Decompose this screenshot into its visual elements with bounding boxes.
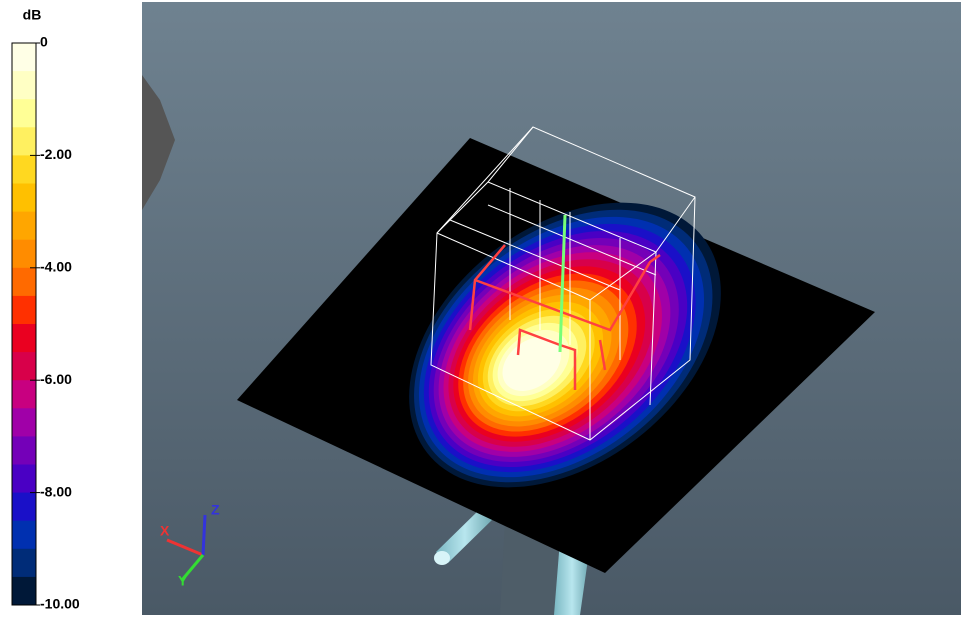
color-band bbox=[12, 436, 36, 465]
color-band bbox=[12, 408, 36, 437]
cylinder bbox=[436, 507, 494, 563]
tick-label: -2.00 bbox=[40, 146, 72, 162]
color-band bbox=[12, 464, 36, 494]
color-band bbox=[12, 324, 36, 353]
color-band bbox=[12, 380, 36, 409]
wireframe bbox=[430, 126, 696, 441]
unit-label: dB bbox=[23, 7, 42, 23]
object bbox=[142, 75, 175, 210]
color-band bbox=[11, 42, 37, 606]
axis-triad: X Z Y bbox=[160, 502, 220, 589]
color-band bbox=[12, 295, 36, 325]
color-band bbox=[12, 71, 36, 100]
tick-label: -8.00 bbox=[40, 483, 72, 499]
colorbar: 0 -2.00 -4.00 -6.00 -8.00 -10.00 bbox=[11, 34, 80, 612]
color-band bbox=[12, 352, 36, 381]
color-band bbox=[12, 127, 36, 156]
cylinder-end bbox=[434, 551, 450, 565]
color-band bbox=[12, 267, 36, 297]
color-band bbox=[12, 520, 36, 550]
axis-label: X bbox=[160, 523, 170, 539]
tick-label: -6.00 bbox=[40, 371, 72, 387]
tick-label: -4.00 bbox=[40, 259, 72, 275]
color-band bbox=[12, 548, 36, 578]
color-band bbox=[12, 239, 36, 269]
color-band bbox=[12, 155, 36, 184]
tick-label: -10.00 bbox=[40, 596, 80, 612]
tick-label: 0 bbox=[40, 34, 48, 50]
axis-label: Y bbox=[178, 573, 188, 589]
color-band bbox=[12, 576, 36, 606]
color-band bbox=[12, 492, 36, 522]
color-band bbox=[12, 183, 36, 213]
color-band bbox=[12, 43, 36, 72]
feed bbox=[558, 214, 567, 353]
axis-label: Z bbox=[211, 502, 220, 518]
color-band bbox=[12, 211, 36, 241]
color-band bbox=[12, 99, 36, 128]
